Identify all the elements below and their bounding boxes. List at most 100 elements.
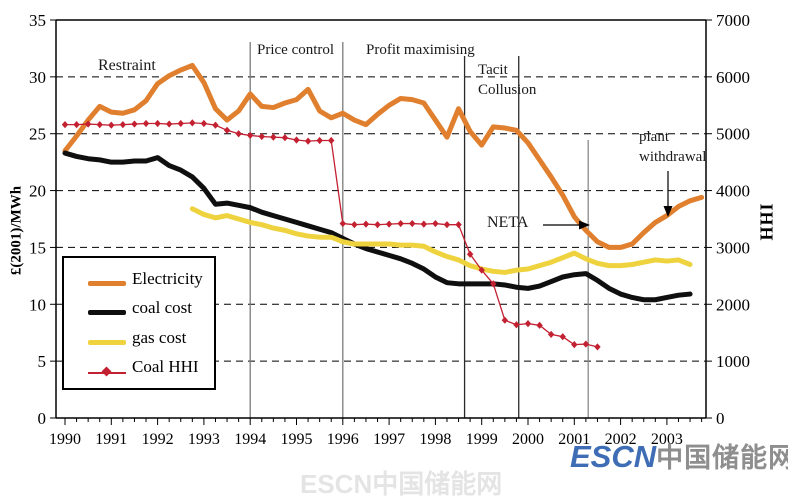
annotation-plant-withdrawal: plant withdrawal [639, 129, 707, 166]
coal-hhi-marker [397, 219, 404, 228]
coal-hhi-marker [362, 220, 370, 228]
chart-legend: Electricity coal cost gas cost Coal HHI [62, 256, 216, 390]
coal-cost-line-swatch [88, 301, 126, 316]
neta-arrow-head [579, 220, 590, 230]
y-left-tick-label: 30 [29, 68, 46, 87]
chart-canvas: 1990 1991 1992 1993 1994 1995 1996 1997 1998 1999… [29, 11, 750, 448]
coal-hhi-marker [571, 341, 578, 349]
legend-item-coal-hhi: Coal HHI [88, 355, 214, 379]
series-line-gas-cost [189, 206, 693, 275]
y-right-tick-label: 6000 [716, 68, 750, 87]
coal-hhi-marker [432, 219, 439, 228]
coal-hhi-marker [501, 316, 509, 324]
coal-hhi-marker [247, 131, 254, 140]
coal-hhi-marker [73, 121, 80, 129]
right-axis-title: HHI [756, 202, 777, 241]
coal-hhi-marker [594, 343, 601, 351]
chart-page: { "watermark": { "brand_en": "ESCN", "br… [8, 11, 788, 499]
x-tick-label: 1994 [234, 431, 266, 448]
coal-hhi-marker [96, 121, 103, 129]
annotation-tacit-collusion: Tacit Collusion [478, 62, 537, 99]
left-axis-title: £(2001)/MWh [8, 185, 25, 276]
coal-hhi-marker [443, 221, 451, 229]
coal-hhi-marker [235, 130, 242, 138]
electricity-line-swatch [88, 272, 126, 286]
coal-hhi-marker [374, 221, 381, 229]
coal-hhi-marker [270, 133, 277, 141]
coal-hhi-marker [536, 321, 543, 329]
y-left-tick-label: 0 [38, 409, 47, 428]
coal-hhi-marker [84, 120, 92, 128]
x-tick-label: 2002 [605, 431, 637, 448]
legend-item-electricity: Electricity [88, 267, 214, 291]
y-right-tick-label: 3000 [716, 238, 750, 257]
x-tick-label: 1999 [466, 431, 498, 448]
coal-hhi-marker [513, 321, 520, 329]
watermark-cn-text: 中国储能网 [656, 443, 788, 473]
coal-hhi-marker [490, 280, 497, 288]
coal-hhi-marker [420, 220, 428, 228]
annotation-price-control: Price control [257, 42, 335, 58]
legend-label-gas-cost: gas cost [132, 327, 187, 347]
coal-hhi-marker [189, 119, 196, 127]
x-tick-label: 2001 [558, 431, 590, 448]
coal-hhi-marker [131, 120, 138, 128]
series-line-electricity [62, 62, 705, 250]
coal-hhi-marker [559, 333, 566, 341]
x-tick-label: 1996 [327, 431, 359, 448]
coal-hhi-marker [212, 121, 219, 129]
y-right-tick-label: 7000 [716, 11, 750, 30]
y-right-tick-label: 0 [716, 409, 725, 428]
annotation-neta: NETA [487, 214, 529, 231]
coal-hhi-marker [108, 121, 115, 129]
coal-hhi-marker [165, 120, 173, 128]
watermark-faint-row: ESCN中国储能网 [300, 469, 503, 499]
coal-hhi-marker [142, 119, 150, 128]
y-right-tick-label: 5000 [716, 125, 750, 144]
legend-item-coal-cost: coal cost [88, 296, 214, 320]
x-tick-label: 1990 [49, 431, 81, 448]
coal-hhi-marker [385, 220, 393, 228]
coal-hhi-marker [547, 330, 555, 339]
coal-hhi-marker [466, 250, 474, 258]
legend-item-gas-cost: gas cost [88, 326, 214, 350]
gas-cost-line-swatch [88, 331, 126, 345]
y-right-tick-label: 2000 [716, 295, 750, 314]
y-left-tick-label: 25 [29, 125, 46, 144]
watermark-escn-text: ESCN [570, 439, 657, 474]
coal-hhi-marker [293, 136, 300, 144]
coal-hhi-marker [223, 126, 231, 134]
legend-label-coal-hhi: Coal HHI [132, 357, 199, 377]
coal-hhi-line-swatch [88, 361, 126, 377]
coal-hhi-marker [304, 137, 312, 145]
watermark: ESCN中国储能网 [570, 436, 788, 475]
coal-hhi-marker [351, 221, 358, 229]
legend-label-coal-cost: coal cost [132, 298, 192, 318]
coal-hhi-marker [258, 132, 265, 141]
x-tick-label: 1995 [281, 431, 313, 448]
coal-hhi-marker [281, 134, 289, 142]
y-right-tick-label: 4000 [716, 182, 750, 201]
annotation-profit-maximising: Profit maximising [366, 42, 475, 58]
legend-label-electricity: Electricity [132, 268, 203, 288]
x-tick-label: 1997 [373, 431, 405, 448]
x-tick-label: 1993 [188, 431, 220, 448]
coal-hhi-marker [478, 266, 485, 274]
x-tick-label: 1992 [142, 431, 174, 448]
coal-hhi-marker [328, 136, 335, 145]
series-line-coal-cost [62, 150, 693, 303]
y-left-tick-label: 20 [29, 182, 46, 201]
y-left-tick-label: 35 [29, 11, 46, 30]
coal-hhi-marker [177, 119, 184, 128]
coal-hhi-marker [455, 221, 462, 229]
y-left-tick-label: 10 [29, 295, 46, 314]
coal-hhi-marker [582, 340, 590, 348]
coal-hhi-marker [409, 219, 416, 228]
coal-hhi-marker [339, 219, 346, 228]
coal-hhi-marker [524, 320, 532, 328]
x-tick-label: 1991 [95, 431, 127, 448]
coal-hhi-marker [119, 121, 127, 129]
y-left-tick-label: 5 [38, 352, 47, 371]
plant-arrow-head [663, 206, 673, 217]
coal-hhi-marker [316, 136, 323, 145]
